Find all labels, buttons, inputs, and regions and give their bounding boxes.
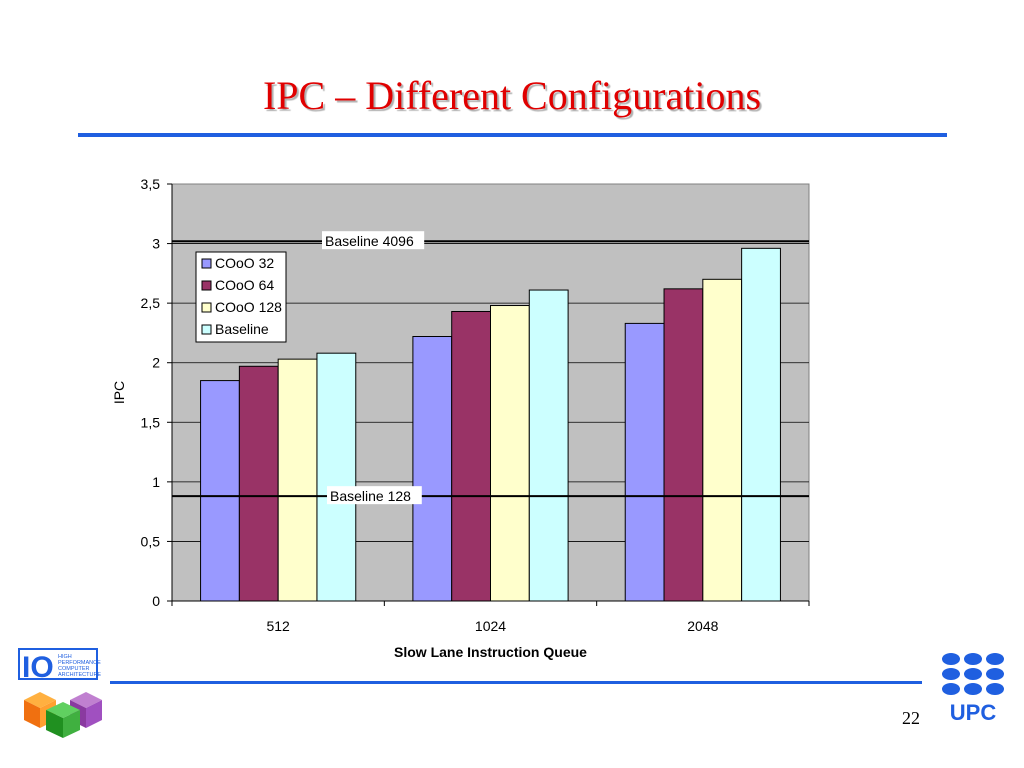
bar	[663, 288, 704, 602]
x-tick-label: 512	[266, 618, 290, 634]
reference-label-bg	[327, 486, 422, 505]
y-tick-label: 0,5	[141, 533, 161, 549]
bar	[741, 247, 781, 602]
bar	[624, 322, 665, 602]
footer-rule	[110, 681, 922, 684]
legend-entry: Baseline	[215, 321, 269, 337]
y-tick-label: 0	[152, 593, 160, 609]
x-tick-label: 1024	[475, 618, 506, 634]
reference-label: Baseline 128	[330, 488, 411, 504]
bar	[412, 336, 453, 602]
legend-entry: COoO 128	[215, 299, 282, 315]
legend-entry: COoO 64	[215, 277, 274, 293]
svg-text:HIGH: HIGH	[58, 654, 72, 660]
legend-swatch	[201, 280, 212, 291]
y-tick-label: 3,5	[141, 176, 161, 192]
bar	[238, 365, 279, 602]
svg-text:IO: IO	[22, 651, 54, 684]
legend-swatch	[201, 302, 212, 313]
y-tick-label: 1	[152, 474, 160, 490]
legend-swatch	[201, 324, 212, 335]
x-axis-label: Slow Lane Instruction Queue	[394, 644, 587, 660]
y-tick-label: 2,5	[141, 295, 161, 311]
y-tick-label: 1,5	[141, 414, 161, 430]
bar-chart: 0 0,5 1 1,5 2 2,5 3 3,5 512 1024 2048 Baseline 40…	[111, 176, 810, 660]
page-number: 22	[902, 708, 920, 728]
svg-text:ARCHITECTURE: ARCHITECTURE	[58, 672, 101, 678]
y-tick-label: 2	[152, 355, 160, 371]
bar	[490, 305, 530, 602]
upc-logo: UPC	[942, 653, 1004, 724]
legend-swatch	[201, 258, 212, 269]
x-tick-label: 2048	[687, 618, 718, 634]
reference-label-bg	[322, 231, 425, 250]
svg-text:PERFORMANCE: PERFORMANCE	[58, 660, 101, 666]
bar	[451, 310, 492, 602]
bar	[200, 380, 240, 602]
bar	[702, 278, 743, 602]
y-tick-label: 3	[152, 236, 160, 252]
slide-title: IPC – Different Configurations	[262, 73, 762, 118]
bar	[277, 358, 318, 602]
bar	[316, 352, 357, 602]
hpca-logo: IO HIGH PERFORMANCE COMPUTER ARCHITECTUR…	[18, 648, 102, 738]
y-axis-label: IPC	[111, 381, 127, 404]
svg-text:UPC: UPC	[950, 700, 997, 724]
title-underline	[78, 133, 947, 137]
svg-text:COMPUTER: COMPUTER	[58, 666, 90, 672]
legend-entry: COoO 32	[215, 255, 274, 271]
bar	[528, 289, 569, 602]
reference-label: Baseline 4096	[325, 233, 414, 249]
